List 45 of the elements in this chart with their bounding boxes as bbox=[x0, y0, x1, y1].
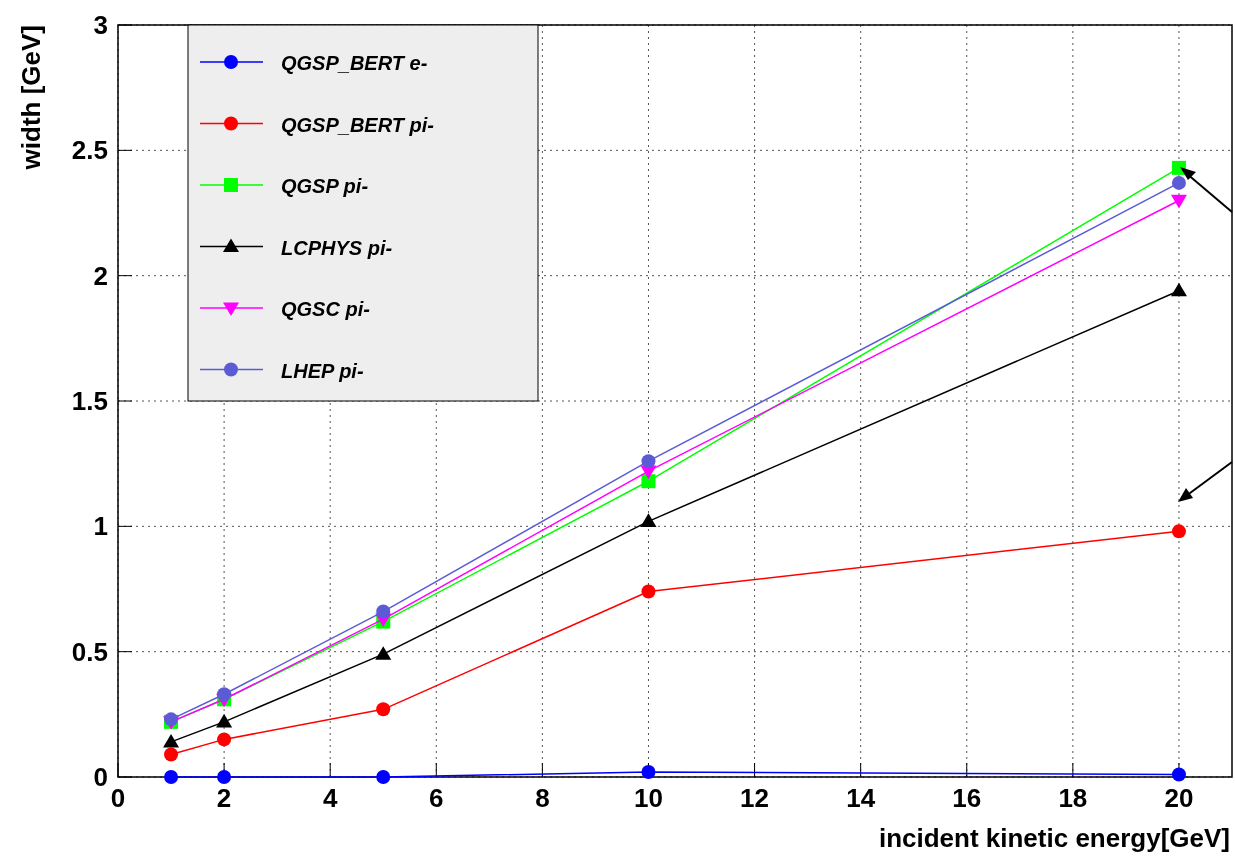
point bbox=[376, 702, 391, 717]
point bbox=[641, 584, 656, 599]
x-tick-label: 16 bbox=[952, 783, 982, 813]
x-tick-label: 6 bbox=[429, 783, 444, 813]
y-tick-label: 3 bbox=[93, 10, 108, 40]
legend-label: QGSC pi- bbox=[281, 298, 371, 320]
legend-label: LHEP pi- bbox=[281, 359, 364, 382]
y-tick-label: 0.5 bbox=[71, 636, 108, 667]
legend-label: QGSP pi- bbox=[281, 175, 369, 197]
y-tick-label: 0 bbox=[93, 762, 108, 792]
point bbox=[640, 513, 657, 527]
y-tick-label: 1 bbox=[93, 511, 108, 542]
point bbox=[641, 454, 656, 469]
legend-label: LCPHYS pi- bbox=[281, 236, 393, 259]
point bbox=[376, 770, 391, 784]
point bbox=[375, 646, 392, 660]
point bbox=[217, 732, 232, 747]
x-tick-label: 14 bbox=[846, 783, 876, 813]
legend-label: QGSP_BERT pi- bbox=[281, 113, 435, 136]
point bbox=[1171, 175, 1186, 190]
legend-label: QGSP_BERT e- bbox=[281, 52, 428, 74]
point bbox=[217, 770, 232, 784]
x-tick-label: 10 bbox=[634, 783, 663, 813]
x-tick-label: 2 bbox=[216, 783, 232, 813]
y-tick-label: 1.5 bbox=[71, 386, 108, 416]
x-tick-label: 4 bbox=[322, 783, 338, 813]
point bbox=[1171, 524, 1186, 539]
point bbox=[163, 733, 180, 748]
y-axis-title: width [GeV] bbox=[16, 25, 46, 171]
point bbox=[376, 604, 391, 619]
x-axis-title: incident kinetic energy[GeV] bbox=[878, 823, 1230, 853]
y-tick-label: 2 bbox=[93, 260, 108, 291]
point bbox=[1170, 282, 1187, 297]
x-tick-label: 8 bbox=[535, 783, 550, 813]
point bbox=[217, 687, 232, 702]
x-tick-label: 18 bbox=[1058, 783, 1088, 813]
point bbox=[164, 747, 179, 762]
x-tick-label: 20 bbox=[1164, 783, 1194, 813]
point bbox=[1171, 767, 1186, 782]
x-tick-label: 12 bbox=[740, 783, 770, 813]
point bbox=[641, 764, 656, 779]
point bbox=[216, 713, 233, 728]
point bbox=[1170, 194, 1187, 209]
y-tick-label: 2.5 bbox=[71, 135, 108, 166]
point bbox=[164, 770, 179, 784]
